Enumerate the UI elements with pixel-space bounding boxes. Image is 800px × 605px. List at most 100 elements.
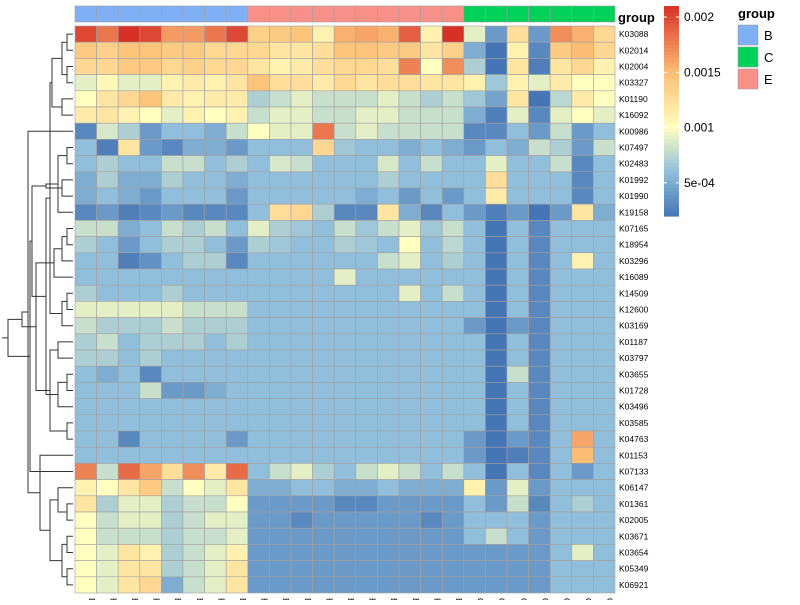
annotation-cell-B2 <box>96 5 119 23</box>
row-label: K16089 <box>619 272 649 282</box>
heatmap-cell-K16092-C5 <box>549 106 573 124</box>
heatmap-cell-K03797-B4 <box>139 349 162 367</box>
heatmap-cell-K14509-E1 <box>247 284 270 302</box>
annotation-cell-E3 <box>290 5 313 23</box>
heatmap-cell-K07497-C6 <box>571 139 594 156</box>
heatmap-cell-K02483-E4 <box>312 155 335 173</box>
heatmap-cell-K02483-C6 <box>571 155 594 173</box>
heatmap-cell-K03327-E4 <box>312 74 335 92</box>
heatmap-cell-K07165-C6 <box>571 220 594 237</box>
heatmap-cell-K06147-E2 <box>269 479 292 497</box>
heatmap-cell-K00986-E7 <box>377 122 400 140</box>
heatmap-cell-K03169-B1 <box>74 317 97 335</box>
heatmap-cell-K01190-B3 <box>117 90 141 108</box>
heatmap-cell-K03169-E6 <box>355 317 378 335</box>
heatmap-cell-K03655-E10 <box>441 365 465 383</box>
row-label: K01187 <box>619 337 648 347</box>
colorbar-segment <box>664 100 679 105</box>
dendrogram-branch <box>49 499 62 562</box>
heatmap-cell-K12600-B5 <box>161 301 184 318</box>
heatmap-cell-K14509-E9 <box>420 284 443 302</box>
heatmap-cell-K03654-E2 <box>269 544 292 561</box>
heatmap-cell-K16089-E3 <box>290 268 313 286</box>
heatmap-cell-K01728-B7 <box>204 382 227 399</box>
heatmap-cell-K14509-E6 <box>355 284 378 302</box>
heatmap-cell-K01992-C4 <box>528 171 551 189</box>
heatmap-cell-K03585-E10 <box>441 414 465 432</box>
heatmap-cell-K00986-C1 <box>463 122 486 140</box>
heatmap-cell-K00986-C7 <box>593 122 616 140</box>
heatmap-cell-K06921-B5 <box>161 576 184 594</box>
heatmap-cell-K16089-E9 <box>420 268 443 286</box>
heatmap-cell-K01187-C1 <box>463 333 486 351</box>
heatmap-cell-K01990-C3 <box>506 187 529 205</box>
heatmap-cell-K01361-C2 <box>485 495 508 513</box>
heatmap-cell-K14509-E10 <box>441 284 465 302</box>
dendrogram-branch <box>45 197 58 396</box>
heatmap-cell-K18954-E1 <box>247 236 270 254</box>
heatmap-cell-K00986-B8 <box>225 122 249 140</box>
heatmap-cell-K03585-C6 <box>571 414 594 432</box>
heatmap-cell-K02005-C3 <box>506 511 529 529</box>
annotation-cell-C5 <box>549 5 573 23</box>
heatmap-cell-K07165-E5 <box>333 220 357 237</box>
heatmap-cell-K06921-C3 <box>506 576 529 594</box>
heatmap-cell-K01153-E5 <box>333 446 357 464</box>
heatmap-cell-K07497-B8 <box>225 139 249 156</box>
heatmap-cell-K14509-B1 <box>74 284 97 302</box>
heatmap-cell-K07133-C7 <box>593 463 616 480</box>
heatmap-cell-K14509-B8 <box>225 284 249 302</box>
heatmap-cell-K03296-E3 <box>290 252 313 270</box>
heatmap-cell-K02004-C7 <box>593 58 616 75</box>
heatmap-cell-K06921-E2 <box>269 576 292 594</box>
heatmap-cell-K12600-C6 <box>571 301 594 318</box>
heatmap-cell-K19158-B5 <box>161 203 184 221</box>
heatmap-cell-K03655-C3 <box>506 365 529 383</box>
heatmap-cell-K12600-E7 <box>377 301 400 318</box>
heatmap-cell-K03585-C2 <box>485 414 508 432</box>
heatmap-cell-K03671-C6 <box>571 527 594 545</box>
heatmap-cell-K03327-E7 <box>377 74 400 92</box>
heatmap-cell-K03655-B5 <box>161 365 184 383</box>
heatmap-cell-K14509-B3 <box>117 284 141 302</box>
heatmap-cell-K05349-E7 <box>377 560 400 578</box>
heatmap-cell-K01153-B3 <box>117 446 141 464</box>
heatmap-cell-K03655-E9 <box>420 365 443 383</box>
heatmap-cell-K03797-E9 <box>420 349 443 367</box>
heatmap-cell-K00986-C4 <box>528 122 551 140</box>
heatmap-cell-K05349-E1 <box>247 560 270 578</box>
heatmap-cell-K07165-E2 <box>269 220 292 237</box>
heatmap-cell-K03296-B7 <box>204 252 227 270</box>
dendrogram-branch <box>57 487 73 513</box>
heatmap-cell-K03088-C1 <box>463 25 486 43</box>
heatmap-cell-K03296-B3 <box>117 252 141 270</box>
row-label: K03671 <box>619 531 649 541</box>
colorbar-segment <box>664 121 679 126</box>
heatmap-cell-K02014-E4 <box>312 41 335 59</box>
heatmap-cell-K00986-E1 <box>247 122 270 140</box>
colorbar-segment <box>664 104 679 109</box>
colorbar-segment <box>664 23 679 28</box>
heatmap-cell-K18954-B1 <box>74 236 97 254</box>
heatmap-cell-K03654-B7 <box>204 544 227 561</box>
heatmap-cell-K14509-C7 <box>593 284 616 302</box>
heatmap-cell-K18954-C6 <box>571 236 594 254</box>
heatmap-cell-K07165-E3 <box>290 220 313 237</box>
heatmap-cell-K03654-E10 <box>441 544 465 561</box>
heatmap-cell-K01187-E10 <box>441 333 465 351</box>
heatmap-cell-K04763-B6 <box>182 430 205 448</box>
heatmap-cell-K03671-C3 <box>506 527 529 545</box>
heatmap-cell-K01190-C1 <box>463 90 486 108</box>
heatmap-cell-K03797-E4 <box>312 349 335 367</box>
dendrogram-branch <box>61 179 73 197</box>
colorbar-segment <box>664 65 679 70</box>
heatmap-cell-K01361-B3 <box>117 495 141 513</box>
heatmap-cell-K07497-B7 <box>204 139 227 156</box>
heatmap-cell-K06921-B3 <box>117 576 141 594</box>
heatmap-cell-K01728-C2 <box>485 382 508 399</box>
annotation-cell-E1 <box>247 5 270 23</box>
heatmap-cell-K01990-E5 <box>333 187 357 205</box>
heatmap-cell-K16092-B1 <box>74 106 97 124</box>
heatmap-cell-K03327-C6 <box>571 74 594 92</box>
heatmap-cell-K01361-E9 <box>420 495 443 513</box>
